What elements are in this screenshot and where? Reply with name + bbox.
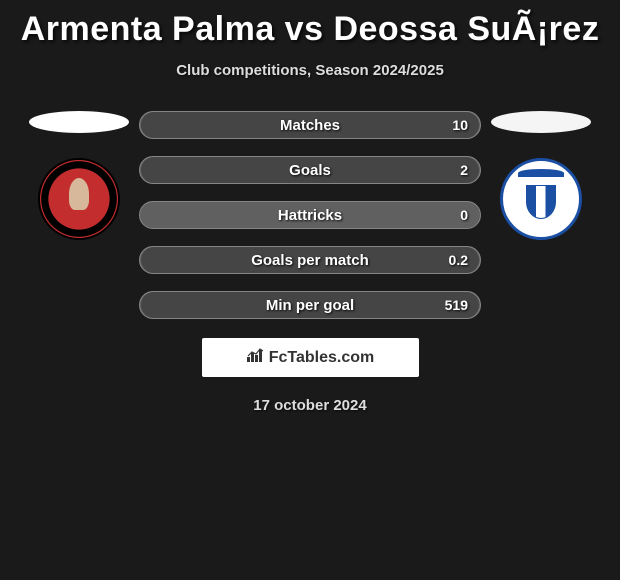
comparison-content: Matches 10 Goals 2 Hattricks 0 Goals per… [0, 111, 620, 319]
stat-label: Min per goal [266, 297, 354, 314]
stat-value: 0.2 [449, 252, 468, 268]
left-player-avatar-placeholder [29, 111, 129, 133]
stats-container: Matches 10 Goals 2 Hattricks 0 Goals per… [139, 111, 481, 319]
date-text: 17 october 2024 [0, 397, 620, 414]
stat-value: 0 [460, 207, 468, 223]
stat-label: Goals per match [251, 252, 369, 269]
stat-row-hattricks: Hattricks 0 [139, 201, 481, 229]
right-player-column [481, 111, 601, 240]
fctables-logo: FcTables.com [246, 347, 375, 368]
stat-label: Hattricks [278, 207, 342, 224]
stat-row-goals-per-match: Goals per match 0.2 [139, 246, 481, 274]
stat-label: Goals [289, 162, 331, 179]
stat-row-goals: Goals 2 [139, 156, 481, 184]
logo-text-content: FcTables.com [269, 349, 375, 367]
stat-value: 10 [452, 117, 468, 133]
stat-value: 2 [460, 162, 468, 178]
stat-value: 519 [445, 297, 468, 313]
fctables-logo-box: FcTables.com [202, 338, 419, 377]
chart-icon [246, 347, 266, 368]
right-player-avatar-placeholder [491, 111, 591, 133]
left-player-column [19, 111, 139, 240]
stat-row-min-per-goal: Min per goal 519 [139, 291, 481, 319]
page-title: Armenta Palma vs Deossa SuÃ¡rez [0, 0, 620, 49]
stat-label: Matches [280, 117, 340, 134]
subtitle: Club competitions, Season 2024/2025 [0, 62, 620, 79]
club-badge-pachuca [500, 158, 582, 240]
stat-row-matches: Matches 10 [139, 111, 481, 139]
club-badge-tijuana [38, 158, 120, 240]
